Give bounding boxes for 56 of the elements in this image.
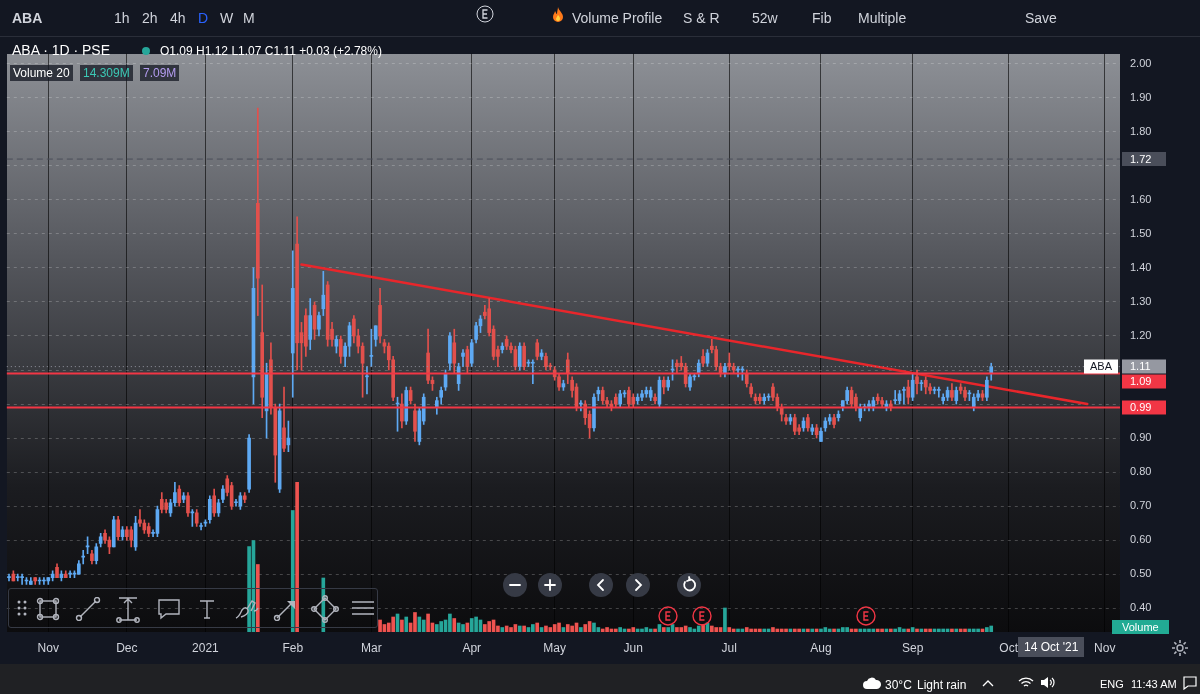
- annotation: Volume 20: [10, 65, 73, 81]
- text: ENG: [1100, 678, 1124, 690]
- text: W: [220, 10, 234, 26]
- x-tick-label: Feb: [282, 640, 304, 655]
- x-tick-label: Jul: [721, 640, 737, 655]
- y-tick-label: 1.50: [1130, 226, 1152, 239]
- text: 11:43 AM: [1131, 678, 1177, 690]
- y-tick-label: 1.30: [1130, 295, 1152, 307]
- x-tick-label: Sep: [901, 640, 924, 655]
- text: Multiple: [858, 10, 907, 26]
- y-tick-label: 1.90: [1130, 90, 1152, 103]
- y-tick-label: 2.00: [1130, 56, 1152, 69]
- x-tick-label: Jun: [623, 640, 643, 655]
- x-tick-label: Nov: [37, 640, 59, 655]
- ref-line-label: 1.09: [1130, 375, 1152, 388]
- y-tick-label: 0.90: [1130, 431, 1152, 444]
- chart-title: ABA · 1D · PSE: [12, 42, 111, 58]
- ref-line-label: 0.99: [1130, 400, 1152, 413]
- y-tick-label: 0.40: [1130, 601, 1152, 614]
- text: 30°C: [885, 678, 912, 692]
- x-tick-label: Mar: [360, 640, 382, 655]
- annotation: 14.309M: [80, 65, 133, 81]
- ref-line-label: 1.11: [1130, 360, 1151, 373]
- text: Volume Profile: [572, 10, 663, 26]
- y-tick-label: 0.50: [1130, 567, 1152, 580]
- x-tick-label: May: [543, 640, 567, 655]
- x-tick-label: Nov: [1094, 640, 1116, 655]
- text: S & R: [683, 10, 720, 26]
- text: 2h: [142, 10, 158, 26]
- y-tick-label: 1.60: [1130, 192, 1152, 205]
- text: 1h: [114, 10, 130, 26]
- text: ABA: [12, 10, 43, 26]
- ref-line-label: 1.72: [1130, 152, 1152, 165]
- text: M: [243, 10, 255, 26]
- annotation: ABA: [1089, 360, 1113, 373]
- text: Save: [1025, 10, 1057, 26]
- x-tick-label: Dec: [116, 640, 138, 655]
- y-tick-label: 1.20: [1130, 329, 1152, 342]
- y-tick-label: 1.40: [1130, 260, 1152, 273]
- text: 4h: [170, 10, 186, 26]
- x-tick-label: 2021: [192, 640, 220, 655]
- x-tick-label: Aug: [810, 640, 832, 655]
- y-tick-label: 0.60: [1130, 533, 1152, 546]
- text: Volume: [1112, 620, 1169, 634]
- text: 52w: [752, 10, 778, 26]
- x-tick-label: Apr: [462, 640, 482, 655]
- annotation: 7.09M: [140, 65, 180, 81]
- text: D: [198, 10, 209, 26]
- text: Light rain: [917, 678, 967, 692]
- y-tick-label: 0.70: [1130, 499, 1152, 512]
- chart-subtitle: O1.09 H1.12 L1.07 C1.11 +0.03 (+2.78%): [160, 44, 382, 58]
- y-tick-label: 1.80: [1130, 124, 1152, 137]
- y-tick-label: 0.80: [1130, 465, 1152, 478]
- x-tick-label: Oct: [999, 640, 1019, 655]
- text: Fib: [812, 10, 832, 26]
- text: 14 Oct '21: [1018, 637, 1085, 657]
